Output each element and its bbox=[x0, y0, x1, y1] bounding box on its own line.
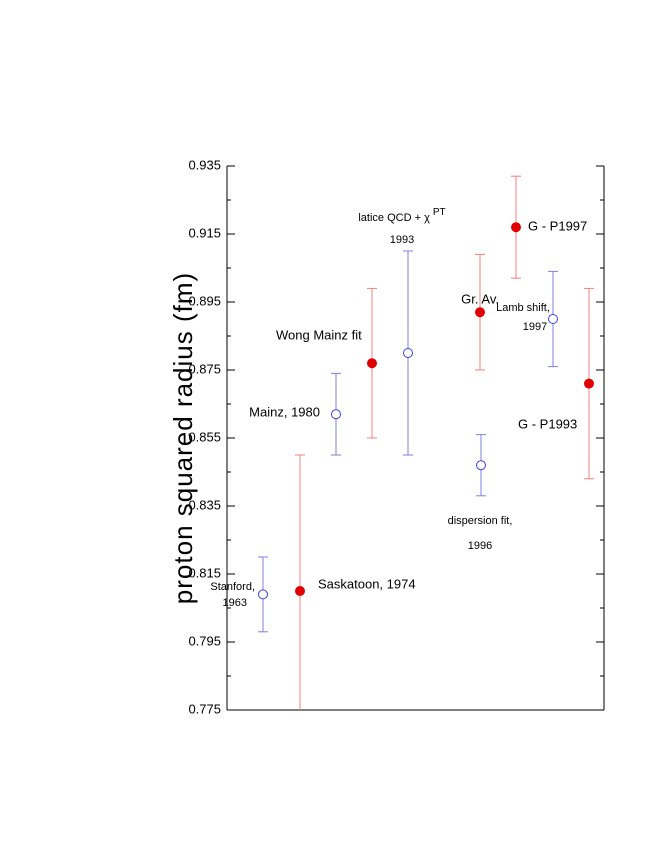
y-tick-label: 0.855 bbox=[188, 429, 221, 444]
data-point bbox=[584, 378, 594, 389]
point-label: G - P1997 bbox=[528, 218, 587, 233]
point-label: Lamb shift, bbox=[496, 302, 550, 314]
point-label: Wong Mainz fit bbox=[276, 327, 362, 342]
data-point bbox=[475, 307, 485, 318]
point-label: Gr. Av. bbox=[461, 291, 499, 306]
y-tick-label: 0.895 bbox=[188, 293, 221, 308]
point-label: 1963 bbox=[223, 597, 247, 609]
point-label: Mainz, 1980 bbox=[249, 404, 320, 419]
y-tick-label: 0.815 bbox=[188, 565, 221, 580]
data-point bbox=[511, 222, 521, 233]
data-point bbox=[258, 589, 268, 600]
y-tick-label: 0.795 bbox=[188, 633, 221, 648]
y-axis-label: proton squared radius (fm) bbox=[168, 272, 198, 604]
y-tick-label: 0.875 bbox=[188, 361, 221, 376]
point-label: Stanford, bbox=[210, 581, 255, 593]
data-point bbox=[331, 409, 341, 420]
data-point bbox=[367, 358, 377, 369]
y-tick-label: 0.915 bbox=[188, 225, 221, 240]
point-label: 1996 bbox=[468, 540, 492, 552]
y-tick-label: 0.775 bbox=[188, 701, 221, 716]
point-label: dispersion fit, bbox=[448, 515, 513, 527]
point-label: Saskatoon, 1974 bbox=[318, 576, 416, 591]
data-point bbox=[295, 586, 305, 596]
point-label: latice QCD + χ bbox=[358, 212, 430, 224]
point-label: 1993 bbox=[390, 234, 414, 246]
y-tick-label: 0.835 bbox=[188, 497, 221, 512]
point-label: G - P1993 bbox=[518, 416, 577, 431]
data-point bbox=[476, 460, 486, 471]
y-tick-label: 0.935 bbox=[188, 157, 221, 172]
data-point bbox=[548, 314, 558, 324]
point-label: latice QCD + χ PT bbox=[358, 207, 445, 224]
label-superscript: PT bbox=[433, 207, 446, 218]
plot-area bbox=[258, 175, 594, 710]
data-point bbox=[403, 348, 413, 358]
point-label: 1997 bbox=[523, 321, 547, 333]
